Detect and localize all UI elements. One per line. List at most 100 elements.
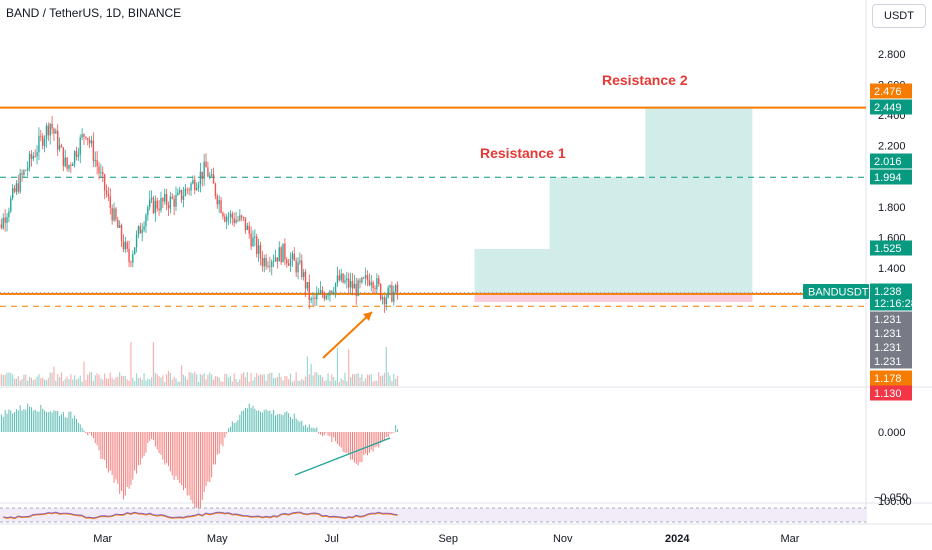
chart-title: BAND / TetherUS, 1D, BINANCE [6, 6, 182, 20]
volume-bar [105, 378, 108, 386]
candle-body [30, 153, 33, 159]
candle-body [197, 184, 200, 188]
candle-body [310, 298, 312, 301]
volume-bar [188, 372, 190, 386]
volume-bar [380, 375, 382, 386]
osc-tick-label: 0.000 [878, 427, 906, 439]
candle-body [60, 145, 63, 148]
y-tick-label: 2.800 [878, 49, 906, 61]
volume-bar [263, 374, 265, 386]
candle-body [45, 125, 48, 139]
candle-body [115, 208, 117, 220]
volume-bar [130, 341, 132, 386]
candle-body [261, 258, 264, 267]
volume-bar [66, 376, 68, 386]
volume-bar [42, 377, 44, 386]
candle-body [287, 263, 290, 266]
volume-bar [265, 380, 267, 386]
candle-body [297, 262, 299, 273]
price-tag-text: 1.231 [874, 314, 902, 326]
candle-body [235, 219, 237, 223]
candle-body [361, 277, 363, 283]
candle-body [351, 281, 354, 289]
candle-body [387, 287, 389, 298]
volume-bar [319, 375, 322, 386]
volume-bar [297, 380, 299, 386]
volume-bar [30, 377, 33, 386]
volume-bar [282, 380, 284, 386]
candle-body [51, 123, 53, 129]
candle-body [214, 183, 217, 197]
candle-body [32, 156, 35, 159]
price-tag-text: 1.130 [874, 388, 902, 400]
candle-body [83, 134, 85, 137]
target-box-3 [645, 107, 753, 293]
volume-bar [273, 377, 275, 386]
volume-bar [53, 366, 55, 386]
volume-bar [40, 377, 42, 386]
volume-bar [164, 381, 166, 386]
candle-body [177, 192, 179, 196]
volume-bar [267, 374, 269, 386]
volume-bar [147, 378, 149, 386]
price-tag-text: 2.476 [874, 86, 902, 98]
candle-body [331, 290, 333, 293]
candle-body [209, 175, 211, 177]
volume-bar [117, 376, 119, 386]
candle-body [167, 205, 170, 209]
volume-bar [79, 375, 81, 386]
candle-body [333, 292, 335, 294]
volume-bar [27, 380, 29, 386]
candle-body [21, 173, 23, 175]
candle-body [171, 196, 173, 199]
candle-body [41, 136, 44, 146]
candle-body [94, 159, 96, 161]
candle-body [396, 285, 399, 293]
x-tick-label: May [207, 533, 228, 545]
candle-body [205, 161, 207, 168]
candle-body [348, 278, 350, 288]
volume-bar [207, 374, 209, 386]
volume-bar [120, 375, 123, 386]
volume-bar [17, 376, 19, 386]
candle-body [70, 165, 72, 166]
volume-bar [312, 375, 314, 386]
candle-body [92, 140, 95, 161]
candle-body [317, 293, 320, 295]
candle-body [212, 174, 215, 184]
candle-body [117, 219, 119, 228]
candle-body [179, 190, 181, 193]
candle-body [372, 282, 374, 289]
volume-bar [331, 374, 333, 386]
volume-bar [186, 379, 188, 386]
volume-bar [310, 363, 312, 386]
y-tick-label: 2.200 [878, 141, 906, 153]
candle-body [227, 216, 230, 218]
candle-body [340, 273, 342, 281]
candle-body [263, 258, 265, 267]
volume-bar [340, 378, 342, 386]
volume-bar [271, 372, 273, 386]
volume-bar [199, 374, 202, 386]
candle-body [222, 212, 224, 217]
volume-bar [162, 375, 164, 386]
volume-bar [350, 377, 352, 386]
volume-bar [376, 380, 378, 386]
volume-bar [357, 373, 359, 386]
volume-bar [269, 372, 271, 386]
volume-bar [288, 379, 290, 386]
currency-selector[interactable]: USDT [872, 4, 926, 28]
volume-bar [149, 379, 151, 386]
candle-body [257, 245, 260, 254]
candle-body [103, 174, 106, 191]
candle-body [17, 183, 19, 192]
volume-bar [74, 375, 76, 386]
volume-bar [8, 372, 10, 386]
candle-body [145, 215, 147, 227]
x-tick-label: Nov [553, 533, 573, 545]
volume-bar [132, 377, 134, 386]
volume-bar [246, 372, 248, 386]
volume-bar [248, 381, 250, 386]
price-tag [870, 153, 912, 169]
